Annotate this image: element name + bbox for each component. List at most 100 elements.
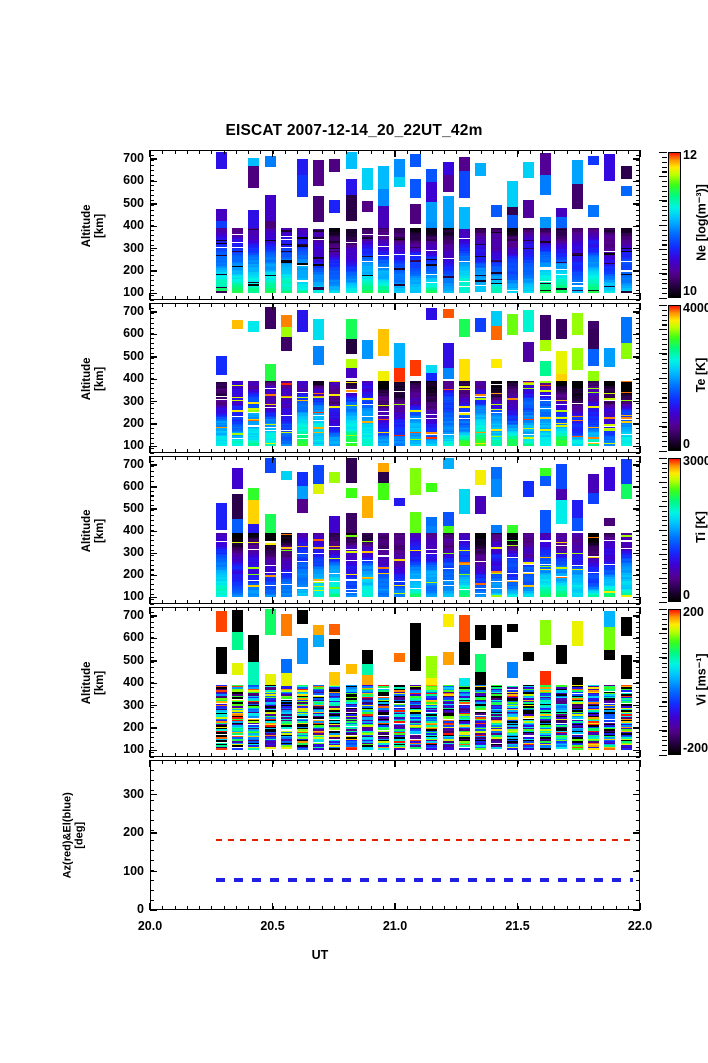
x-tick-minor (248, 449, 250, 453)
data-cell (346, 387, 357, 390)
y-tick-major (150, 596, 157, 599)
data-cell (443, 279, 454, 281)
data-cell (297, 284, 308, 287)
x-tick-minor (578, 296, 580, 300)
y-tick-minor (636, 398, 640, 400)
data-cell (410, 246, 421, 249)
data-cell (378, 444, 389, 447)
data-cell (346, 235, 357, 238)
data-cell (313, 287, 324, 290)
data-cell (394, 277, 405, 280)
data-cell (556, 500, 567, 525)
colorbar-tick (662, 186, 667, 188)
y-tick-minor (150, 574, 154, 576)
y-tick-minor (150, 290, 154, 292)
y-tick-minor (636, 205, 640, 207)
data-cell (523, 342, 534, 363)
data-column (588, 304, 599, 451)
data-cell (329, 288, 340, 291)
colorbar-tick (662, 205, 667, 207)
y-tick-minor (150, 195, 154, 197)
data-cell (507, 252, 518, 254)
data-cell (572, 312, 583, 335)
data-column (248, 608, 259, 755)
data-cell (572, 280, 583, 283)
data-cell (540, 174, 551, 195)
data-cell (443, 231, 454, 234)
y-tick-minor (636, 368, 640, 370)
data-cell (459, 266, 470, 269)
data-cell (378, 246, 389, 249)
x-tick-minor (284, 449, 286, 453)
data-cell (329, 595, 340, 598)
x-tick-minor (407, 303, 409, 307)
y-tick-minor (636, 240, 640, 242)
x-tick-minor (223, 303, 225, 307)
y-tick-minor (636, 443, 640, 445)
x-tick-major (271, 456, 274, 463)
colorbar-tick (662, 549, 667, 551)
y-tick-minor (636, 318, 640, 320)
data-cell (443, 265, 454, 268)
data-cell (297, 268, 308, 271)
data-cell (362, 258, 373, 261)
data-cell (232, 243, 243, 246)
data-cell (248, 595, 259, 598)
data-cell (329, 270, 340, 273)
data-cell (459, 239, 470, 242)
data-cell (216, 256, 227, 259)
data-cell (248, 283, 259, 286)
data-column (362, 151, 373, 298)
data-cell (475, 257, 486, 260)
data-cell (281, 257, 292, 260)
data-cell (378, 233, 389, 236)
data-cell (248, 584, 259, 587)
data-cell (362, 291, 373, 294)
data-cell (346, 390, 357, 393)
x-tick-minor (578, 600, 580, 604)
data-cell (248, 246, 259, 249)
colorbar-tick (662, 358, 667, 360)
colorbar-tick-major (659, 457, 667, 459)
x-tick-minor (456, 456, 458, 460)
y-tick-minor (150, 403, 154, 405)
data-cell (475, 162, 486, 176)
data-cell (281, 274, 292, 277)
data-cell (329, 624, 340, 636)
data-cell (265, 239, 276, 242)
data-cell (313, 444, 324, 447)
data-cell (426, 264, 437, 267)
data-cell (572, 595, 583, 598)
data-cell (248, 266, 259, 269)
data-cell (410, 235, 421, 238)
data-cell (346, 395, 357, 398)
y-tick-minor (636, 225, 640, 227)
data-cell (216, 229, 227, 232)
y-tick-minor (150, 569, 154, 571)
y-tick-minor (636, 358, 640, 360)
data-cell (297, 584, 308, 587)
x-tick-minor (309, 600, 311, 604)
data-cell (491, 568, 502, 571)
data-cell (556, 238, 567, 241)
data-cell (346, 229, 357, 232)
heatmap-data-vi-panel (151, 608, 639, 756)
data-cell (313, 484, 324, 495)
data-cell (443, 289, 454, 292)
x-tick-minor (603, 150, 605, 154)
data-cell (394, 579, 405, 582)
x-tick-minor (615, 296, 617, 300)
data-cell (426, 365, 437, 374)
data-cell (297, 287, 308, 290)
data-cell (216, 265, 227, 268)
data-cell (378, 252, 389, 254)
data-cell (248, 280, 259, 283)
data-cell (491, 246, 502, 249)
data-cell (297, 266, 308, 269)
data-cell (232, 280, 243, 283)
data-cell (248, 268, 259, 271)
colorbar-tick (662, 491, 667, 493)
data-column (540, 304, 551, 451)
data-column (556, 151, 567, 298)
x-tick-major (639, 456, 641, 463)
